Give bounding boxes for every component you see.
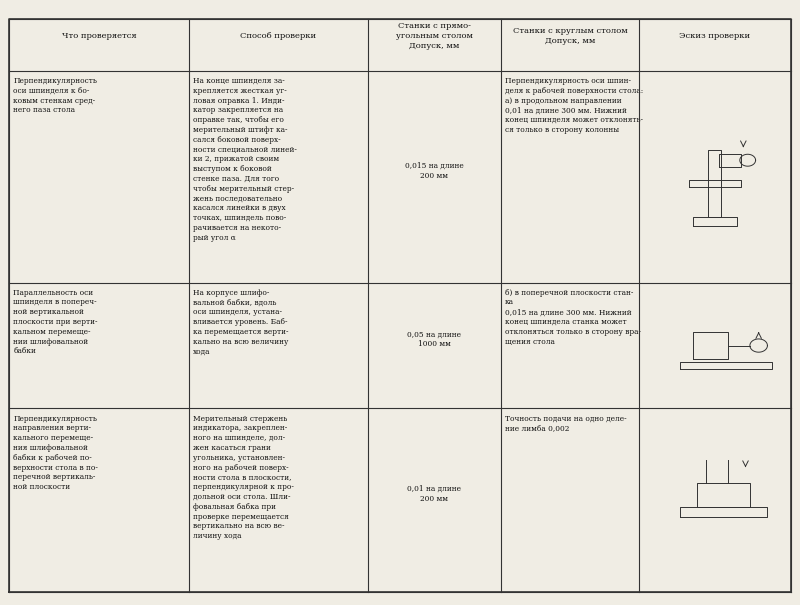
Text: 0,05 на длине
1000 мм: 0,05 на длине 1000 мм xyxy=(407,331,462,348)
Text: 0,01 на длине
200 мм: 0,01 на длине 200 мм xyxy=(407,485,462,503)
Text: 0,015 на длине
200 мм: 0,015 на длине 200 мм xyxy=(405,162,464,180)
Text: Способ проверки: Способ проверки xyxy=(240,32,316,40)
Text: Мерительный стержень
индикатора, закреплен-
ного на шпинделе, дол-
жен касаться : Мерительный стержень индикатора, закрепл… xyxy=(193,414,294,540)
Text: Что проверяется: Что проверяется xyxy=(62,32,136,40)
Text: б) в поперечной плоскости стан-
ка
0,015 на длине 300 мм. Нижний
конец шпиндела : б) в поперечной плоскости стан- ка 0,015… xyxy=(505,289,641,345)
Text: Перпендикулярность
направления верти-
кального перемеще-
ния шлифовальной
бабки : Перпендикулярность направления верти- ка… xyxy=(14,414,98,491)
Text: На корпусе шлифо-
вальной бабки, вдоль
оси шпинделя, устана-
вливается уровень. : На корпусе шлифо- вальной бабки, вдоль о… xyxy=(193,289,288,356)
Text: Перпендикулярность
оси шпинделя к бо-
ковым стенкам сред-
него паза стола: Перпендикулярность оси шпинделя к бо- ко… xyxy=(14,77,98,114)
Text: Перпендикулярность оси шпин-
деля к рабочей поверхности стола:
а) в продольном н: Перпендикулярность оси шпин- деля к рабо… xyxy=(505,77,643,134)
Text: Станки с круглым столом
Допуск, мм: Станки с круглым столом Допуск, мм xyxy=(513,27,627,45)
Text: Эскиз проверки: Эскиз проверки xyxy=(679,32,750,40)
Text: Параллельность оси
шпинделя в попереч-
ной вертикальной
плоскости при верти-
кал: Параллельность оси шпинделя в попереч- н… xyxy=(14,289,98,356)
Text: Точность подачи на одно деле-
ние лимба 0,002: Точность подачи на одно деле- ние лимба … xyxy=(505,414,626,433)
Text: Станки с прямо-
угольным столом
Допуск, мм: Станки с прямо- угольным столом Допуск, … xyxy=(396,22,473,50)
Text: На конце шпинделя за-
крепляется жесткая уг-
ловая оправка 1. Инди-
катор закреп: На конце шпинделя за- крепляется жесткая… xyxy=(193,77,297,242)
